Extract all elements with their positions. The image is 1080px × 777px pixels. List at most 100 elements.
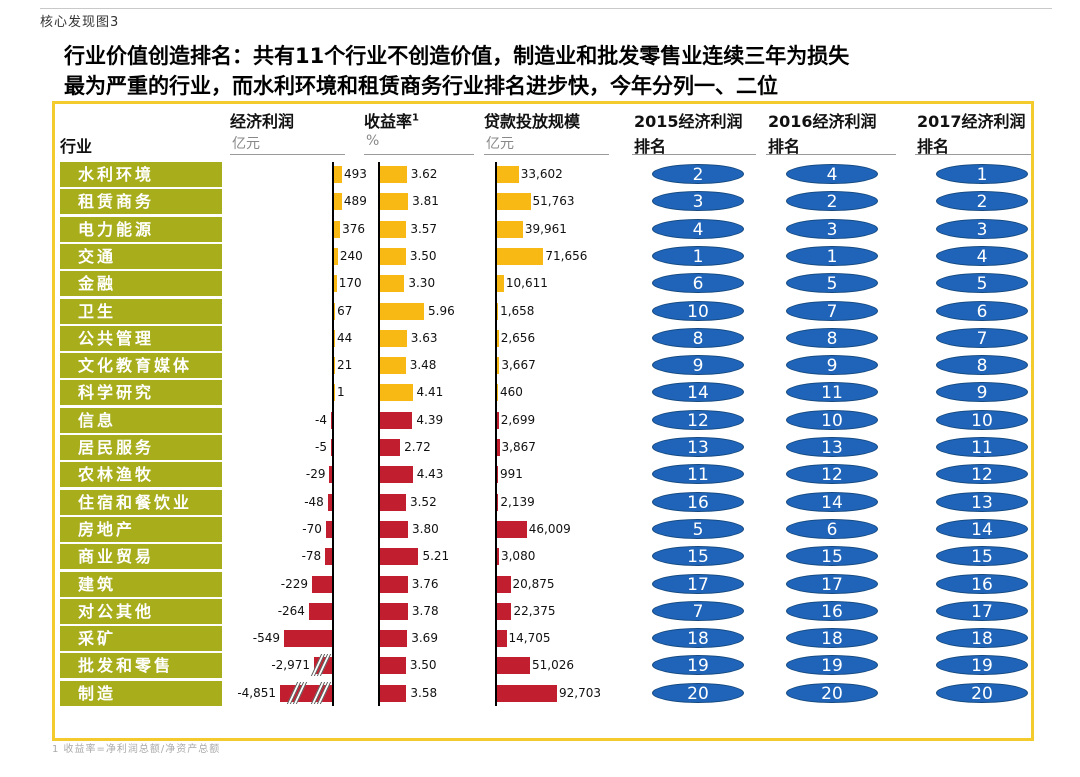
loan-value: 20,875 (512, 576, 555, 591)
industry-label: 交通 (60, 243, 222, 269)
rank2016-badge: 13 (786, 437, 878, 458)
rank2016-badge: 12 (786, 464, 878, 485)
yield-value: 3.57 (410, 221, 438, 236)
profit-bar (334, 220, 341, 238)
profit-bar (327, 493, 332, 511)
industry-label: 卫生 (60, 298, 222, 324)
yield-value: 3.81 (412, 194, 439, 209)
loan-value: 3,080 (500, 549, 536, 564)
profit-bar (329, 466, 332, 484)
rank2015-badge: 6 (652, 273, 744, 294)
yield-bar (380, 275, 405, 293)
profit-bar (325, 520, 332, 538)
loan-bar (497, 602, 512, 620)
industry-label: 住宿和餐饮业 (60, 489, 222, 515)
yield-bar (380, 220, 407, 238)
yield-value: 2.72 (404, 440, 431, 454)
industry-label: 科学研究 (60, 380, 222, 406)
rank2016-badge: 1 (786, 245, 878, 267)
yield-bar (380, 439, 401, 456)
yield-value: 5.21 (422, 549, 450, 564)
loan-bar (497, 357, 500, 375)
yield-bar (380, 411, 413, 429)
profit-value: 240 (339, 248, 363, 263)
profit-value: 21 (337, 358, 353, 373)
loan-value: 14,705 (508, 631, 551, 646)
loan-value: 51,026 (532, 658, 575, 673)
loan-value: 2,699 (500, 412, 536, 427)
loan-value: 51,763 (532, 194, 575, 209)
header-yield-underline (364, 154, 474, 155)
rank2016-badge: 16 (786, 600, 878, 622)
rank2017-badge: 3 (936, 218, 1028, 240)
profit-bar (334, 384, 335, 402)
yield-value: 3.69 (411, 631, 438, 646)
profit-bar (334, 302, 336, 320)
loan-value: 92,703 (559, 685, 601, 700)
yield-value: 3.50 (409, 658, 437, 673)
table-frame (52, 101, 1034, 741)
top-rule (40, 8, 1052, 9)
yield-bar (380, 575, 408, 593)
loan-value: 33,602 (520, 167, 563, 181)
profit-bar (334, 275, 337, 293)
yield-axis (378, 162, 380, 706)
rank2015-badge: 7 (652, 600, 744, 622)
header-industry: 行业 (60, 137, 93, 156)
profit-bar (334, 193, 342, 211)
profit-bar (311, 575, 332, 593)
rank2016-badge: 17 (786, 573, 878, 595)
rank2016-badge: 7 (786, 300, 878, 322)
loan-bar (497, 193, 531, 211)
rank2016-badge: 14 (786, 491, 878, 513)
profit-bar (331, 439, 332, 456)
rank2017-badge: 4 (936, 245, 1028, 267)
rank2017-badge: 7 (936, 327, 1028, 349)
yield-value: 4.43 (416, 467, 444, 482)
loan-bar (497, 247, 544, 265)
profit-value: 44 (337, 330, 353, 345)
profit-bar (325, 548, 332, 566)
profit-bar (334, 357, 335, 375)
profit-bar (284, 630, 332, 648)
rank2017-badge: 11 (936, 437, 1028, 458)
loan-bar (497, 220, 523, 238)
rank2015-badge: 4 (652, 218, 744, 240)
profit-value: 493 (344, 167, 367, 181)
rank2017-badge: 20 (936, 682, 1028, 704)
header-yield-unit: % (366, 133, 380, 149)
rank2017-badge: 14 (936, 518, 1028, 540)
rank2017-badge: 19 (936, 655, 1028, 676)
header-profit-underline (230, 154, 345, 155)
rank2017-badge: 15 (936, 546, 1028, 567)
loan-bar (497, 520, 527, 538)
yield-bar (380, 247, 406, 265)
rank2016-badge: 9 (786, 355, 878, 376)
loan-value: 460 (500, 385, 523, 400)
profit-bar (334, 329, 335, 347)
loan-bar (497, 493, 499, 511)
loan-value: 991 (500, 467, 523, 482)
industry-label: 信息 (60, 407, 222, 433)
loan-value: 2,139 (500, 494, 535, 509)
profit-value: -549 (252, 631, 280, 646)
industry-label: 居民服务 (60, 435, 222, 460)
loan-bar (497, 329, 499, 347)
yield-bar (380, 466, 413, 484)
loan-bar (497, 684, 557, 702)
rank2016-badge: 2 (786, 191, 878, 212)
profit-bar (334, 247, 338, 265)
rank2017-badge: 18 (936, 628, 1028, 649)
profit-value: -4 (315, 412, 327, 427)
industry-label: 公共管理 (60, 325, 222, 351)
header-profit: 经济利润 (230, 112, 295, 131)
yield-value: 3.62 (410, 167, 438, 181)
industry-label: 租赁商务 (60, 189, 222, 215)
rank2016-badge: 11 (786, 382, 878, 403)
yield-bar (380, 630, 408, 648)
rank2015-badge: 1 (652, 245, 744, 267)
rank2016-badge: 10 (786, 409, 878, 431)
header-yield: 收益率1 (364, 112, 419, 131)
rank2017-badge: 16 (936, 573, 1028, 595)
rank2017-badge: 6 (936, 300, 1028, 322)
